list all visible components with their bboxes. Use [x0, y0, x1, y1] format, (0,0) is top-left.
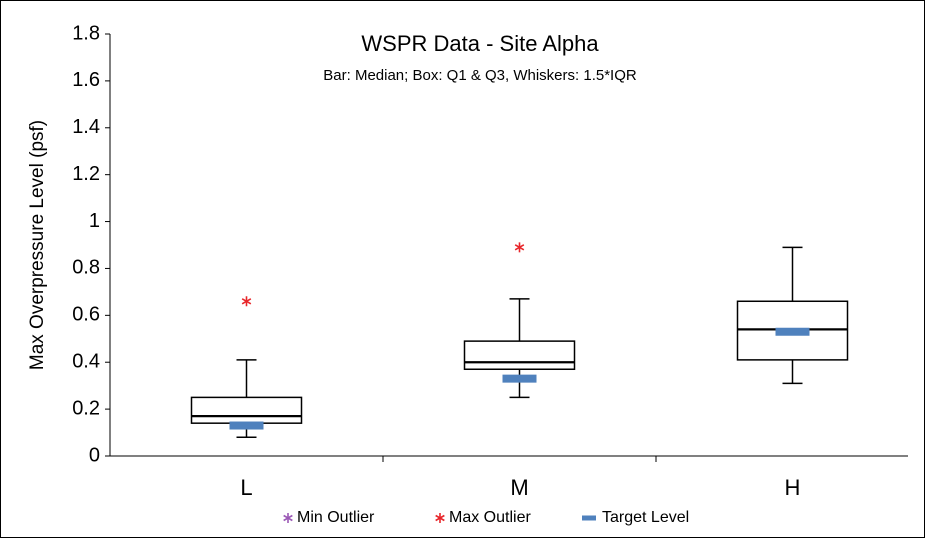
- y-tick-label: 0.8: [72, 257, 100, 279]
- star-stroke: [514, 244, 525, 251]
- target-marker: [502, 374, 537, 383]
- y-tick-label: 0.2: [72, 397, 100, 419]
- box: [736, 300, 849, 361]
- y-tick-label: 1.8: [72, 22, 100, 44]
- y-tick-label: 0.6: [72, 304, 100, 326]
- star-stroke: [241, 298, 252, 305]
- target-marker: [775, 327, 810, 336]
- legend-label: Target Level: [602, 509, 689, 526]
- chart-title: WSPR Data - Site Alpha: [361, 31, 599, 56]
- chart-subtitle: Bar: Median; Box: Q1 & Q3, Whiskers: 1.5…: [323, 67, 637, 84]
- x-tick-label: L: [240, 475, 252, 500]
- x-tick-label: M: [510, 475, 528, 500]
- legend-marker: [283, 513, 293, 523]
- outlier-marker: [241, 296, 252, 307]
- y-tick-label: 1.4: [72, 116, 100, 138]
- y-tick-label: 1.2: [72, 163, 100, 185]
- y-tick-label: 1.6: [72, 69, 100, 91]
- y-tick-label: 0: [89, 444, 100, 466]
- legend-marker: [435, 513, 445, 523]
- y-tick-label: 0.4: [72, 351, 100, 373]
- star-stroke: [435, 514, 445, 522]
- outlier-marker: [514, 242, 525, 253]
- target-marker: [229, 421, 264, 430]
- y-tick-label: 1: [89, 210, 100, 232]
- x-tick-label: H: [785, 475, 801, 500]
- star-stroke: [283, 514, 293, 522]
- box: [463, 340, 576, 371]
- legend-label: Max Outlier: [449, 509, 531, 526]
- legend-label: Min Outlier: [297, 509, 375, 526]
- y-axis-label: Max Overpressure Level (psf): [27, 120, 48, 370]
- legend-marker: [582, 515, 596, 521]
